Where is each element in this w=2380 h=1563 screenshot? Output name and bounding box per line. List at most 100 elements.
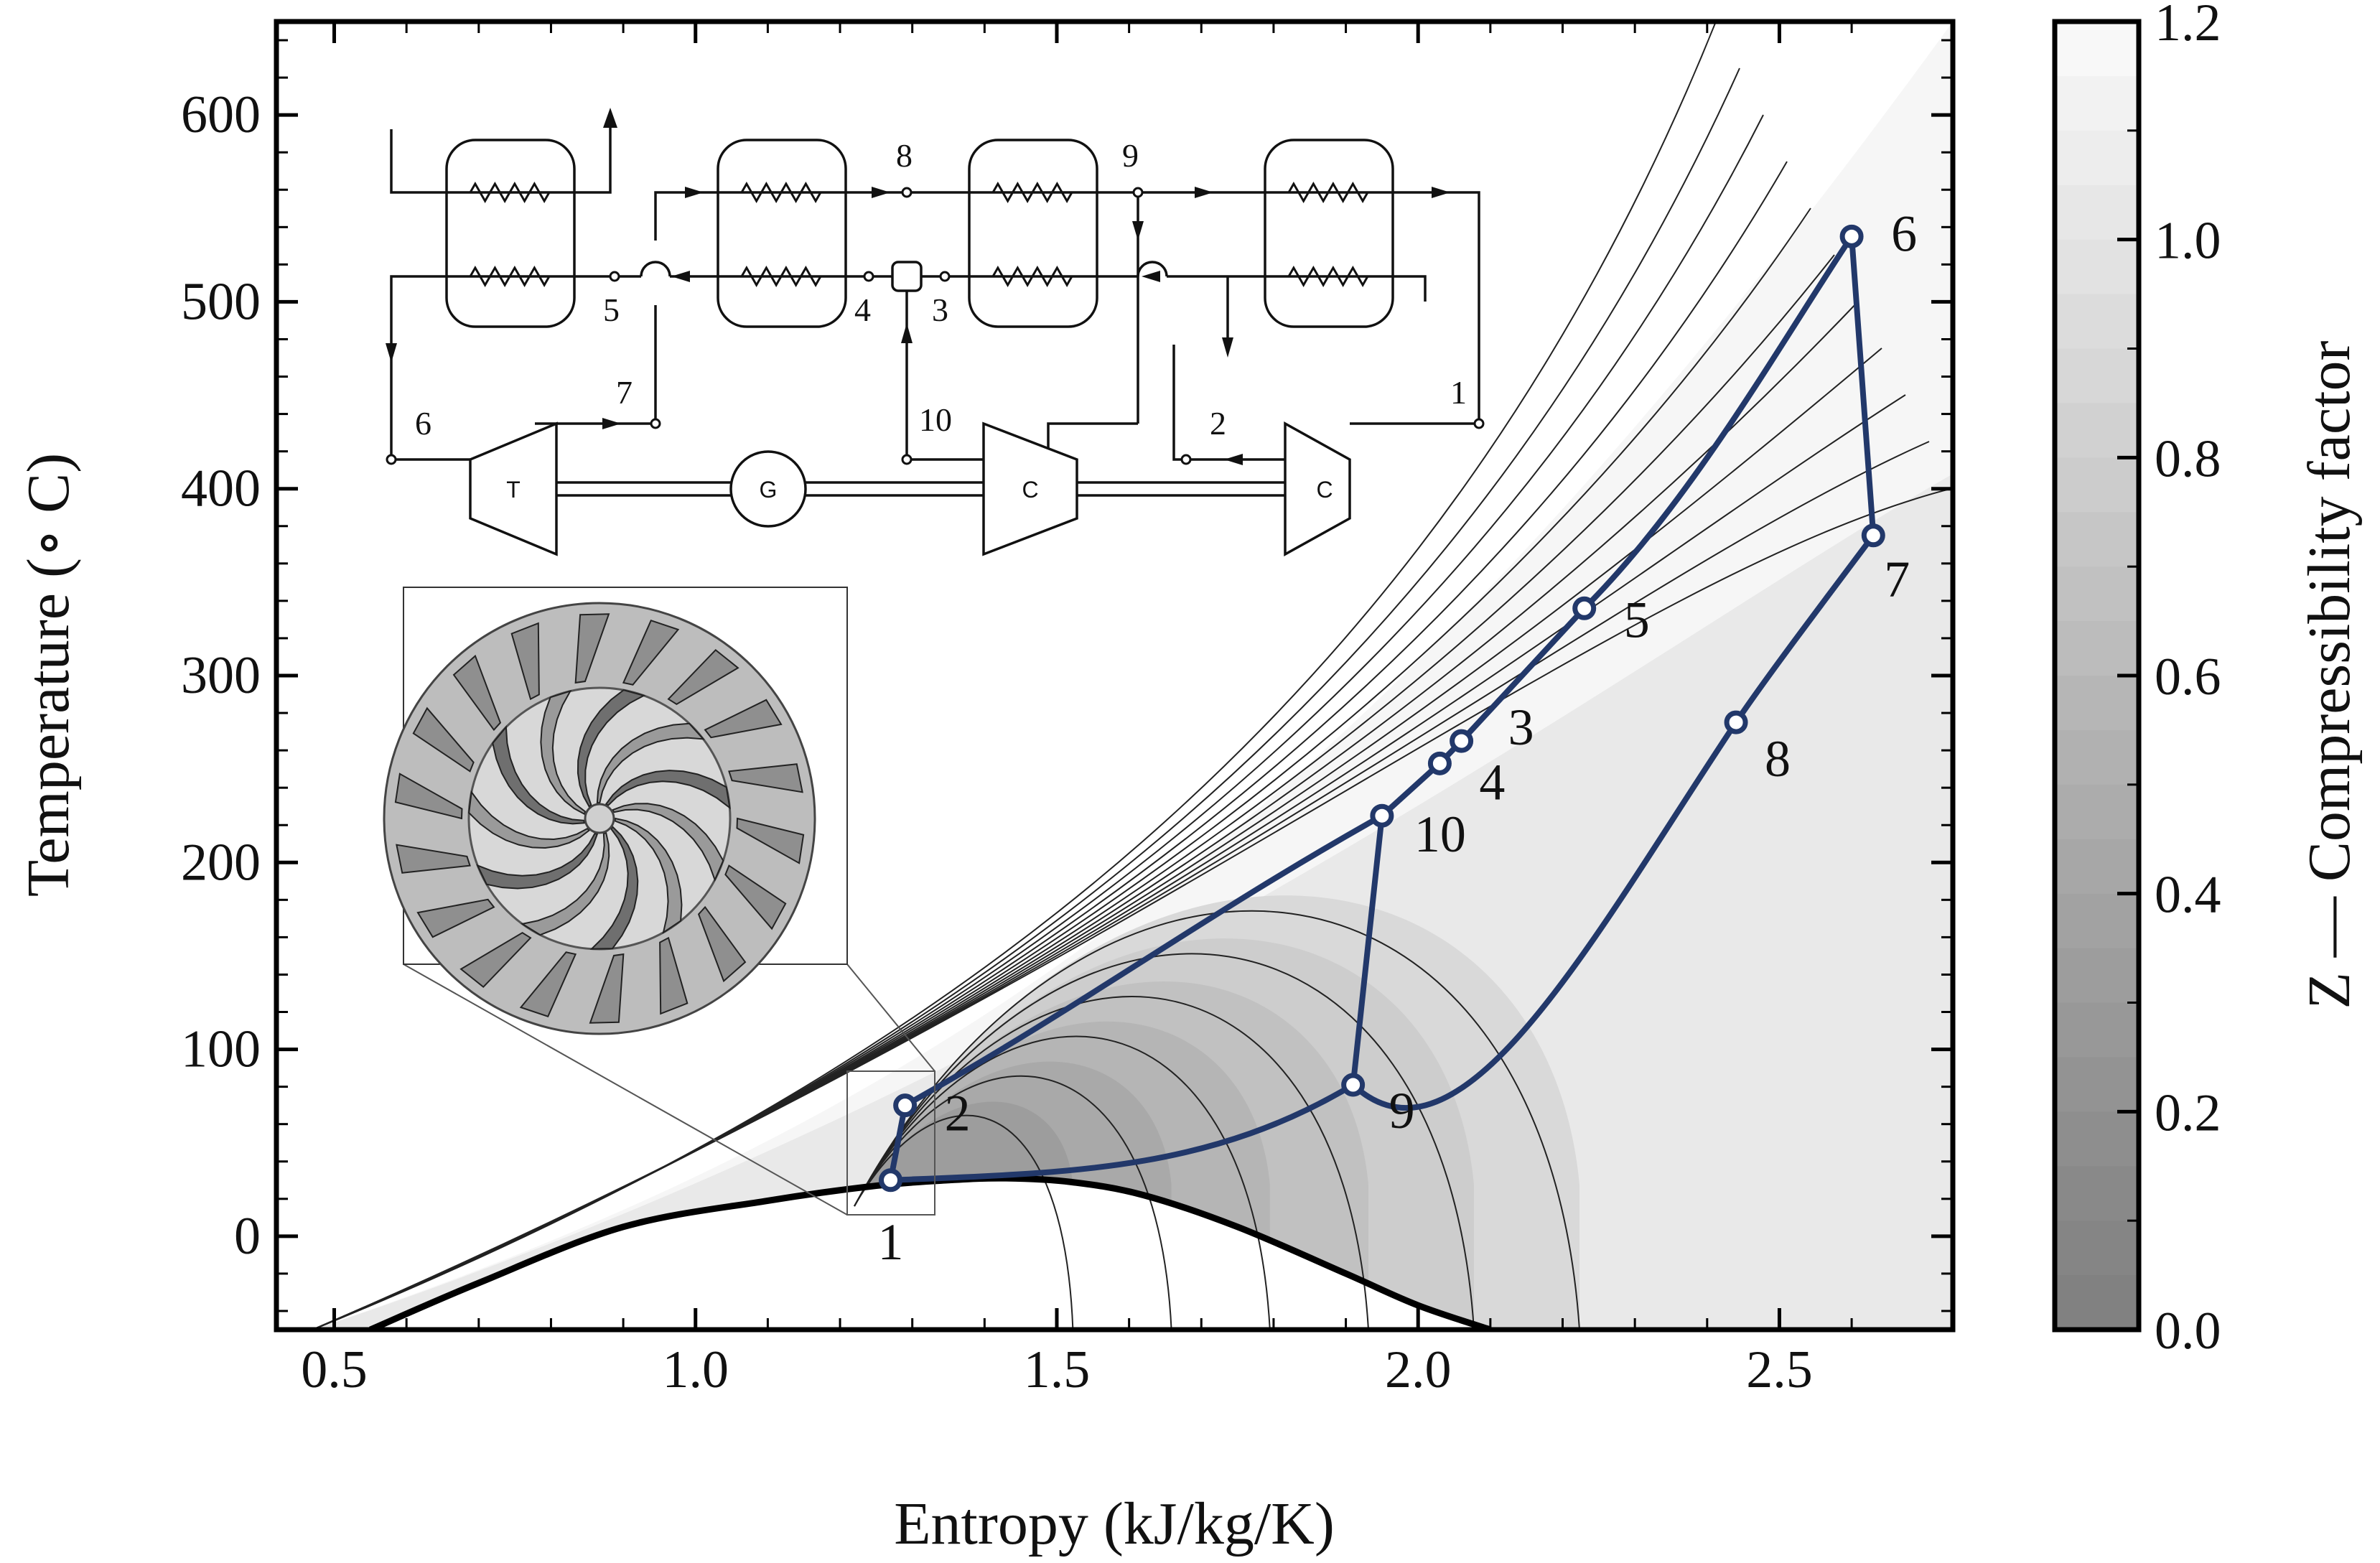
colorbar-band <box>2055 22 2139 76</box>
compressibility-contour <box>854 1114 1074 1330</box>
state-label-1: 1 <box>877 1213 903 1271</box>
state-point-7 <box>1861 523 1885 548</box>
diffuser-vane <box>459 931 532 988</box>
recompressor-label: C <box>1316 477 1333 503</box>
impeller-blade <box>476 832 599 890</box>
diffuser-vane <box>589 953 625 1024</box>
x-tick-label: 0.5 <box>301 1340 368 1399</box>
diffuser-vanes <box>394 613 805 1024</box>
colorbar-band <box>2055 130 2139 185</box>
colorbar-band <box>2055 403 2139 458</box>
colorbar-band <box>2055 185 2139 240</box>
heat-exchanger-2 <box>717 139 847 328</box>
x-tick-label: 2.5 <box>1746 1340 1813 1399</box>
turbine <box>469 421 558 556</box>
station-label-8: 8 <box>896 137 913 174</box>
compressibility-contour <box>854 953 1475 1330</box>
colorbar-label: Z — Compressibility factor <box>2296 341 2363 1009</box>
generator <box>729 450 807 528</box>
station-label-5: 5 <box>603 291 620 328</box>
compressibility-bands <box>276 22 1953 1330</box>
impeller-blade <box>605 770 731 810</box>
colorbar-tick-label: 1.0 <box>2155 212 2221 271</box>
cycle-path <box>887 233 1877 1183</box>
diffuser-vane <box>396 844 471 874</box>
turbine-label: T <box>506 477 521 503</box>
colorbar-band <box>2055 839 2139 894</box>
y-tick-label: 300 <box>181 646 261 705</box>
colorbar-tick-label: 0.0 <box>2155 1302 2221 1361</box>
diffuser-vane <box>416 898 495 938</box>
colorbar-tick-label: 1.2 <box>2155 0 2221 52</box>
state-label-5: 5 <box>1624 591 1650 648</box>
state-label-4: 4 <box>1479 753 1505 811</box>
colorbar-tick-label: 0.6 <box>2155 648 2221 706</box>
x-axis-label: Entropy (kJ/kg/K) <box>894 1490 1335 1557</box>
station-label-9: 9 <box>1122 137 1139 174</box>
isobar-line <box>312 487 1953 1330</box>
impeller-blade <box>577 689 646 808</box>
colorbar-band <box>2055 294 2139 349</box>
colorbar: 0.0 0.2 0.4 0.6 0.8 1.0 1.2 Z — Compressibilit… <box>2052 0 2363 1361</box>
compressibility-contour <box>854 996 1369 1330</box>
state-point-6 <box>1839 224 1864 248</box>
state-point-4 <box>1427 751 1452 775</box>
diffuser-vane <box>736 817 805 864</box>
colorbar-tick-label: 0.8 <box>2155 429 2221 488</box>
isobar-lines <box>312 22 1953 1330</box>
colorbar-band <box>2055 457 2139 513</box>
main-compressor <box>982 421 1078 556</box>
main-compressor-label: C <box>1022 477 1038 503</box>
diffuser-vane <box>728 763 803 793</box>
diffuser-vane <box>659 936 689 1015</box>
state-point-8 <box>1724 710 1748 734</box>
station-label-4: 4 <box>854 291 871 328</box>
impeller-blade <box>612 803 724 882</box>
diffuser-vane <box>519 951 577 1018</box>
colorbar-band <box>2055 1057 2139 1112</box>
recompressor <box>1284 421 1351 556</box>
x-tick-label: 1.0 <box>663 1340 729 1399</box>
y-tick-label: 100 <box>181 1020 261 1079</box>
impeller-hub <box>584 803 615 834</box>
colorbar-band <box>2055 566 2139 622</box>
colorbar-band <box>2055 1111 2139 1167</box>
zoom-connector <box>403 964 935 1216</box>
colorbar-band <box>2055 784 2139 839</box>
colorbar-band <box>2055 621 2139 676</box>
impeller-inset <box>383 587 848 1035</box>
colorbar-band <box>2055 948 2139 1003</box>
colorbar-band <box>2055 348 2139 403</box>
compressibility-contour <box>854 1035 1271 1330</box>
colorbar-band <box>2055 1221 2139 1276</box>
state-point-3 <box>1450 729 1474 753</box>
compressibility-contour <box>854 1075 1172 1330</box>
diffuser-vane <box>394 773 463 820</box>
colorbar-band <box>2055 1002 2139 1058</box>
station-label-3: 3 <box>932 291 948 328</box>
y-tick-label: 600 <box>181 85 261 144</box>
colorbar-band <box>2055 75 2139 131</box>
state-point-1 <box>878 1168 902 1193</box>
y-tick-label: 200 <box>181 833 261 892</box>
state-label-3: 3 <box>1508 699 1534 756</box>
station-label-10: 10 <box>919 401 952 438</box>
station-label-7: 7 <box>616 374 633 411</box>
diffuser-vane <box>510 622 540 701</box>
impeller-blade <box>492 725 586 825</box>
state-point-5 <box>1572 596 1597 620</box>
state-label-9: 9 <box>1389 1082 1415 1139</box>
colorbar-band <box>2055 1166 2139 1221</box>
generator-label: G <box>760 477 778 503</box>
impeller-blade <box>596 722 705 804</box>
diffuser-vane <box>724 864 787 930</box>
impeller-blade <box>589 826 639 950</box>
heat-exchanger-1 <box>445 139 576 328</box>
colorbar-band <box>2055 512 2139 567</box>
colorbar-band <box>2055 729 2139 785</box>
state-label-6: 6 <box>1891 205 1917 262</box>
y-tick-label: 400 <box>181 459 261 518</box>
diffuser-vane <box>412 706 475 773</box>
